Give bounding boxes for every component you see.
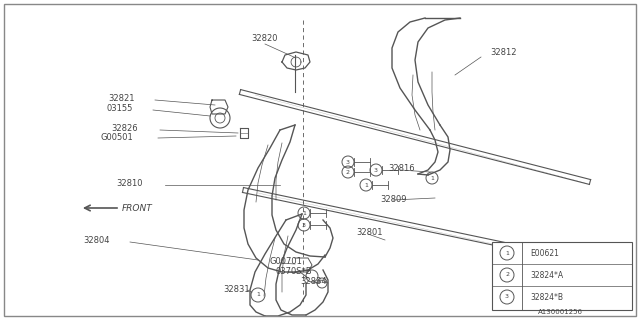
Text: G00701: G00701 bbox=[270, 258, 303, 267]
Text: 32809: 32809 bbox=[380, 195, 406, 204]
Text: 32821: 32821 bbox=[109, 93, 135, 102]
Text: 1: 1 bbox=[256, 292, 260, 298]
Text: 32816: 32816 bbox=[388, 164, 415, 172]
Text: 1: 1 bbox=[302, 211, 306, 215]
Text: 32831: 32831 bbox=[224, 285, 250, 294]
Text: 3: 3 bbox=[302, 222, 306, 228]
Text: 03155: 03155 bbox=[107, 103, 133, 113]
Text: 32801: 32801 bbox=[356, 228, 383, 236]
Text: 3: 3 bbox=[346, 159, 350, 164]
Text: 32826: 32826 bbox=[111, 124, 138, 132]
Text: 0370S*B: 0370S*B bbox=[276, 268, 312, 276]
Text: G00501: G00501 bbox=[100, 132, 133, 141]
Text: 1: 1 bbox=[505, 251, 509, 255]
Text: 32824*A: 32824*A bbox=[530, 270, 563, 279]
Text: 3: 3 bbox=[374, 167, 378, 172]
Text: E00621: E00621 bbox=[530, 249, 559, 258]
Text: 3: 3 bbox=[505, 294, 509, 300]
Text: FRONT: FRONT bbox=[122, 204, 153, 212]
Text: 32820: 32820 bbox=[252, 34, 278, 43]
Text: 1: 1 bbox=[364, 182, 368, 188]
Text: 32824*B: 32824*B bbox=[530, 292, 563, 301]
Text: 32812: 32812 bbox=[490, 47, 516, 57]
Text: A130001256: A130001256 bbox=[538, 309, 582, 315]
Text: 1: 1 bbox=[430, 175, 434, 180]
Text: 32804: 32804 bbox=[83, 236, 110, 244]
Text: 2: 2 bbox=[505, 273, 509, 277]
Text: 32834: 32834 bbox=[300, 277, 326, 286]
Text: 32810: 32810 bbox=[116, 179, 143, 188]
FancyBboxPatch shape bbox=[492, 242, 632, 310]
Text: 2: 2 bbox=[346, 170, 350, 174]
